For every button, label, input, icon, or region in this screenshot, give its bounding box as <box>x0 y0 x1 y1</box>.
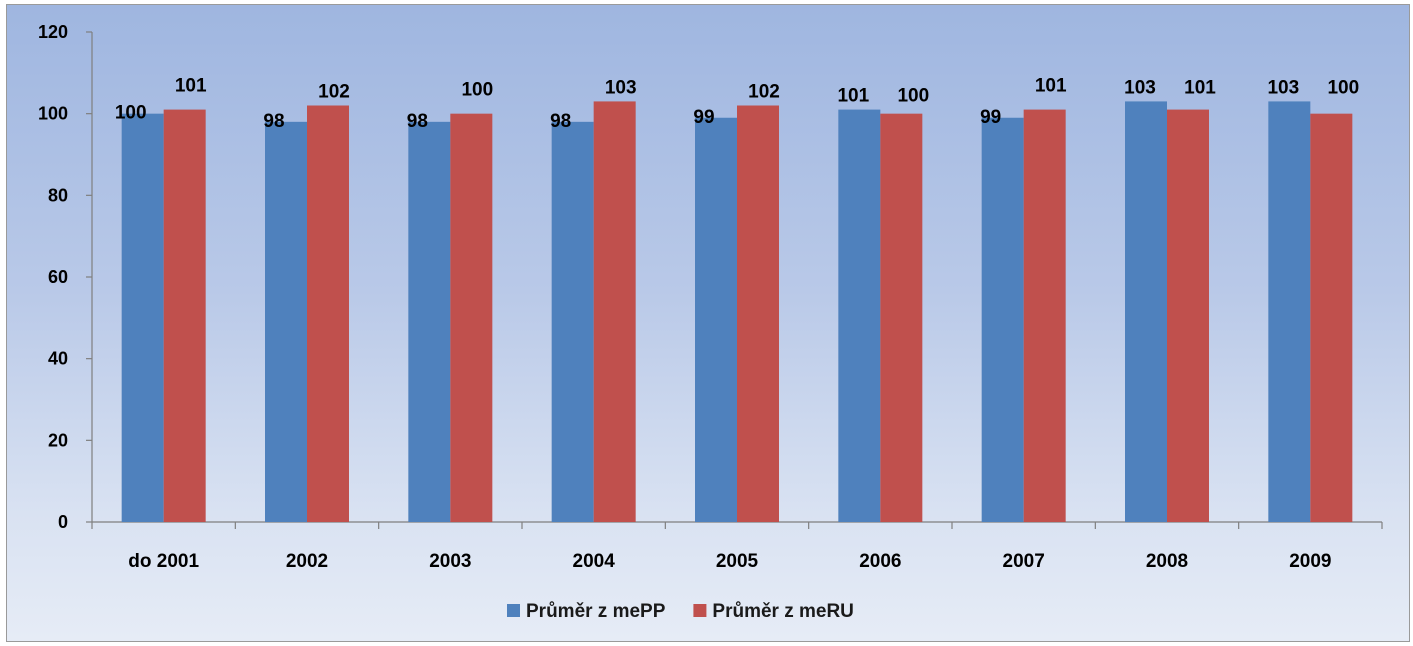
data-label-mepp: 98 <box>407 111 428 132</box>
data-label-mepp: 98 <box>550 111 571 132</box>
bar-meru <box>307 105 349 522</box>
bar-meru <box>880 113 923 523</box>
y-tick-label: 20 <box>48 430 68 450</box>
bar-mepp <box>121 113 164 523</box>
y-axis: 0 20 40 60 80 100 120 <box>38 22 93 532</box>
data-label-meru: 101 <box>175 76 207 97</box>
chart-area: 0 20 40 60 80 100 120 do 2001 2002 2003 2004 2005 2… <box>6 4 1410 642</box>
data-label-mepp: 103 <box>1124 77 1156 98</box>
x-tick-label: 2003 <box>429 551 471 572</box>
data-label-meru: 101 <box>1184 77 1216 98</box>
data-label-mepp: 103 <box>1267 77 1299 98</box>
bar-meru <box>163 109 206 522</box>
data-label-meru: 102 <box>748 82 780 103</box>
data-label-mepp: 99 <box>980 107 1001 128</box>
legend: Průměr z mePP Průměr z meRU <box>507 601 854 622</box>
data-label-meru: 103 <box>605 77 637 98</box>
bar-meru <box>1023 109 1066 522</box>
x-tick-label: 2004 <box>573 551 616 572</box>
data-labels: 100 101 98 102 98 100 98 103 99 102 101 100 99 101 103… <box>115 76 1359 132</box>
x-axis: do 2001 2002 2003 2004 2005 2006 2007 2008 2009 <box>91 521 1383 572</box>
x-tick-label: 2009 <box>1289 551 1331 572</box>
bar-mepp <box>551 121 594 522</box>
bar-mepp <box>1125 101 1167 523</box>
bars <box>121 101 1353 523</box>
y-tick-label: 80 <box>48 185 68 205</box>
legend-swatch-meru <box>693 604 707 617</box>
x-tick-label: 2002 <box>286 551 328 572</box>
data-label-meru: 100 <box>897 86 929 107</box>
legend-label-mepp: Průměr z mePP <box>526 601 666 622</box>
y-tick-label: 60 <box>48 267 68 287</box>
bar-mepp <box>408 121 451 522</box>
legend-label-meru: Průměr z meRU <box>712 601 854 622</box>
x-tick-label: 2008 <box>1146 551 1188 572</box>
data-label-mepp: 99 <box>693 107 714 128</box>
data-label-meru: 101 <box>1035 76 1067 97</box>
bar-meru <box>450 113 493 523</box>
y-tick-label: 100 <box>38 104 68 124</box>
bar-mepp <box>981 117 1024 522</box>
data-label-mepp: 100 <box>115 103 147 124</box>
bar-mepp <box>1268 101 1311 523</box>
bar-meru <box>737 105 779 522</box>
bar-mepp <box>695 117 737 522</box>
bar-mepp <box>265 121 307 522</box>
x-tick-label: do 2001 <box>128 551 199 572</box>
y-tick-label: 40 <box>48 349 68 369</box>
data-label-meru: 100 <box>1327 77 1359 98</box>
legend-swatch-mepp <box>507 604 520 617</box>
data-label-mepp: 101 <box>837 86 869 107</box>
data-label-meru: 102 <box>318 82 350 103</box>
y-tick-label: 0 <box>58 512 68 532</box>
data-label-meru: 100 <box>461 80 493 101</box>
bar-chart: 0 20 40 60 80 100 120 do 2001 2002 2003 2004 2005 2… <box>38 22 1383 622</box>
x-tick-label: 2005 <box>716 551 759 572</box>
y-tick-label: 120 <box>38 22 68 42</box>
x-tick-label: 2006 <box>859 551 901 572</box>
x-tick-label: 2007 <box>1003 551 1045 572</box>
bar-mepp <box>838 109 881 522</box>
bar-meru <box>1167 109 1209 522</box>
bar-meru <box>593 101 636 523</box>
data-label-mepp: 98 <box>263 111 284 132</box>
bar-meru <box>1310 113 1353 523</box>
